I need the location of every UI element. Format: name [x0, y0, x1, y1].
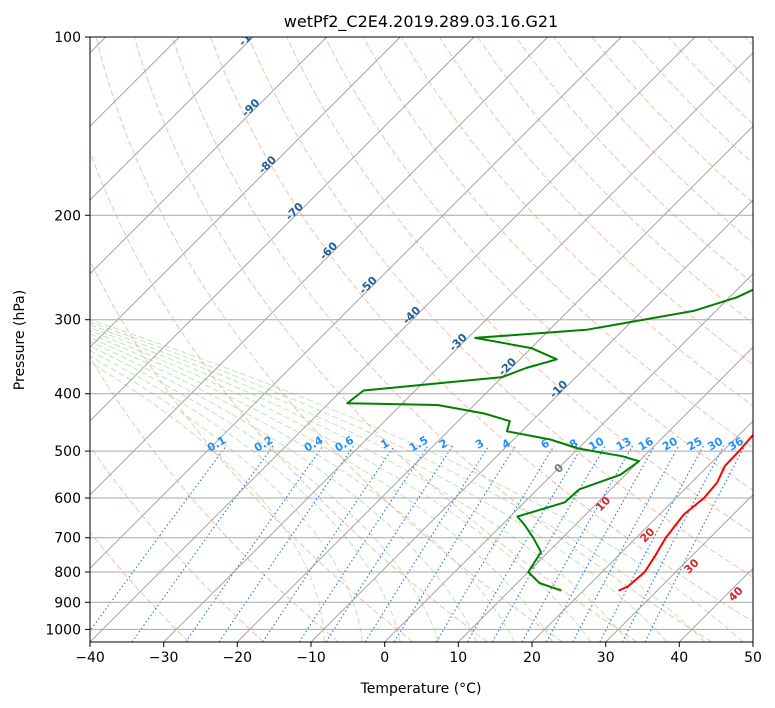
x-tick-label: 40	[670, 650, 688, 666]
y-axis-label: Pressure (hPa)	[12, 290, 28, 390]
x-tick-label: 30	[597, 650, 615, 666]
moist-adiabat	[90, 355, 363, 642]
mixing-ratio-line	[185, 445, 324, 642]
y-tick-label: 1000	[45, 622, 81, 638]
x-tick-label: −40	[75, 650, 105, 666]
mixing-ratio-line	[218, 445, 355, 642]
isotherm	[531, 420, 753, 642]
dry-adiabat	[438, 37, 753, 366]
isotherm	[752, 641, 753, 642]
dry-adiabat	[171, 37, 712, 642]
isotherm	[236, 125, 753, 642]
background-lines	[90, 37, 753, 642]
isotherm	[90, 37, 401, 348]
isotherm	[310, 199, 753, 642]
axes: −40 −30 −20 −10 0 10 20 30 40 50 100 200 300 400 500 60…	[45, 30, 762, 666]
mixing-ratio-line	[131, 445, 274, 642]
dry-adiabat	[210, 37, 753, 623]
moist-adiabat	[90, 321, 706, 642]
moist-adiabat	[90, 319, 744, 642]
moist-adiabat	[90, 333, 554, 642]
dry-adiabat	[90, 150, 488, 642]
x-tick-label: −10	[296, 650, 326, 666]
isotherm	[457, 346, 753, 642]
temperature-line	[618, 433, 753, 592]
mixing-ratio-line	[644, 445, 746, 642]
x-tick-label: −30	[149, 650, 179, 666]
x-tick-label: −20	[223, 650, 253, 666]
isotherm	[90, 37, 622, 569]
y-tick-label: 600	[54, 491, 81, 507]
x-tick-label: 10	[449, 650, 467, 666]
moist-adiabat	[90, 327, 630, 642]
y-tick-label: 100	[54, 30, 81, 46]
isotherm	[90, 37, 254, 201]
x-tick-label: 50	[744, 650, 762, 666]
moist-adiabat	[90, 324, 668, 642]
y-tick-label: 700	[54, 531, 81, 547]
mixing-ratio-line	[545, 445, 656, 642]
y-tick-label: 800	[54, 565, 81, 581]
mixing-ratio-line	[325, 445, 454, 642]
isotherm	[605, 494, 753, 642]
isotherm	[90, 37, 475, 422]
dry-adiabat	[133, 37, 638, 642]
isotherm	[90, 37, 549, 496]
mixing-ratio-line	[467, 445, 584, 642]
dry-adiabat	[248, 37, 753, 578]
y-tick-label: 200	[54, 208, 81, 224]
chart-title: wetPf2_C2E4.2019.289.03.16.G21	[284, 12, 558, 32]
dry-adiabat	[95, 37, 563, 642]
mixing-ratio-line	[435, 445, 555, 642]
moist-adiabat	[90, 340, 477, 642]
mixing-ratio-line	[298, 445, 429, 642]
moist-adiabat	[90, 337, 515, 642]
mixing-ratio-line	[621, 445, 725, 642]
moist-adiabat	[90, 361, 325, 642]
dry-adiabat	[90, 356, 339, 642]
dry-adiabat	[400, 37, 753, 407]
y-tick-label: 400	[54, 387, 81, 403]
isotherm	[163, 52, 753, 642]
dry-adiabat-label: -100	[236, 20, 265, 49]
x-tick-label: 20	[523, 650, 541, 666]
isotherm	[384, 273, 753, 642]
dry-adiabat	[90, 531, 190, 642]
x-axis-label: Temperature (°C)	[360, 681, 482, 697]
dewpoint-line	[346, 288, 753, 592]
isotherm	[90, 37, 696, 642]
isotherm	[90, 37, 328, 275]
moist-adiabat	[90, 350, 401, 642]
mixing-ratio-line	[521, 445, 633, 642]
plot-frame	[89, 36, 754, 643]
dry-adiabat	[90, 445, 264, 642]
moist-adiabat	[90, 330, 592, 642]
plot-background	[90, 37, 753, 642]
mixing-ratio-line	[364, 445, 490, 642]
dry-adiabat	[515, 37, 753, 284]
y-tick-label: 500	[54, 444, 81, 460]
profile-lines	[346, 288, 753, 592]
mixing-ratio-line	[262, 445, 395, 642]
y-tick-label: 300	[54, 313, 81, 329]
y-tick-label: 900	[54, 595, 81, 611]
x-tick-label: 0	[380, 650, 389, 666]
